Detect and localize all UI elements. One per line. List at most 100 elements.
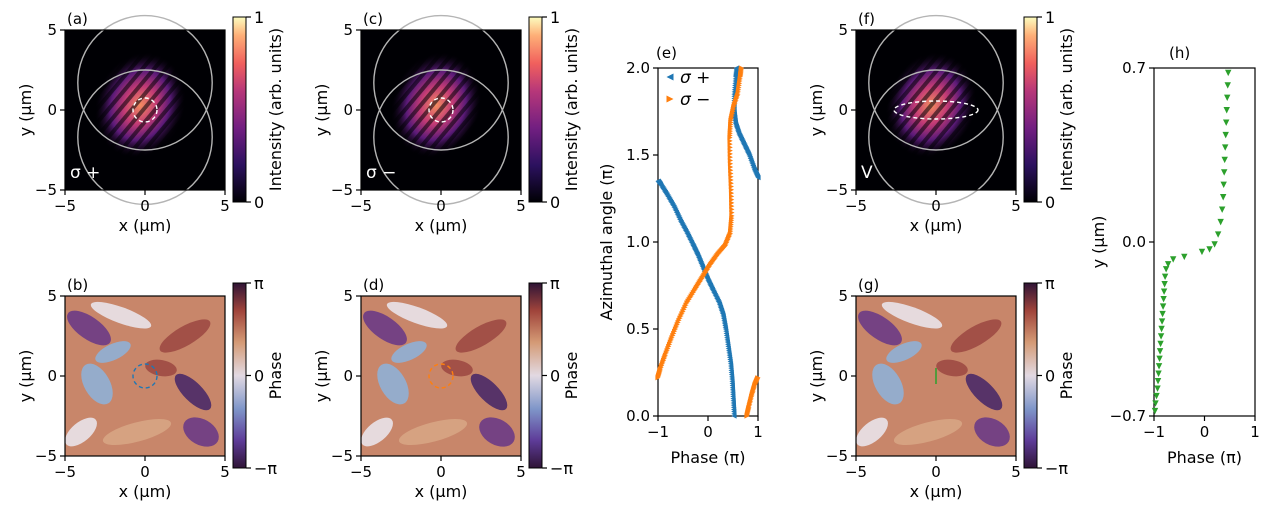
y-tick-label: 0.0 (1122, 233, 1146, 251)
data-point (1160, 295, 1167, 303)
intensity-colorbar (232, 16, 247, 203)
phase-feature (159, 319, 211, 353)
y-axis-label: y (μm) (807, 84, 826, 137)
data-point (728, 187, 735, 193)
colorbar-d: π 0 −π Phase (528, 274, 581, 478)
x-tick-label: 0 (140, 197, 150, 215)
x-axis-label: x (μm) (910, 216, 963, 235)
ring-lower (77, 69, 213, 206)
data-point (727, 161, 734, 167)
data-point (729, 203, 735, 209)
data-point (1152, 400, 1159, 407)
data-point (1155, 363, 1163, 370)
panel-f: −5 5 0 0 5 −5 x (μm) y (μm) (f) V (807, 10, 1021, 235)
data-point (738, 65, 745, 71)
colorbar-tick-label: 0 (254, 367, 264, 386)
data-point (728, 164, 734, 170)
data-point (1160, 288, 1168, 295)
data-point (1154, 378, 1162, 385)
data-point (1157, 340, 1164, 348)
panel-label: (f) (858, 10, 875, 28)
data-point (1154, 385, 1161, 392)
colorbar-tick-label: 0 (1045, 193, 1055, 212)
ring-lower (868, 69, 1004, 206)
x-axis-label: x (μm) (415, 482, 468, 501)
phase-feature (174, 373, 212, 411)
intensity-colorbar (528, 16, 543, 203)
panel-g: −5 5 0 0 5 −5 x (μm) y (μm) (g) (807, 276, 1021, 501)
data-point (755, 375, 761, 381)
x-tick-label: 1 (753, 423, 763, 441)
y-tick-label: −5 (35, 447, 57, 465)
data-point (1206, 246, 1213, 253)
phase-feature (455, 319, 507, 353)
y-axis-label: y (μm) (16, 84, 35, 137)
y-tick-label: 5 (343, 287, 353, 305)
data-point (727, 157, 734, 164)
y-tick-label: 0 (343, 101, 353, 119)
phase-colorbar (528, 282, 543, 469)
data-point (727, 144, 733, 150)
data-point (728, 190, 735, 196)
panel-label: (d) (363, 276, 384, 294)
colorbar-tick-label: 1 (254, 8, 264, 27)
x-tick-label: −5 (845, 463, 867, 481)
panel-label: (e) (656, 44, 677, 62)
phase-feature (102, 419, 172, 445)
data-point (729, 193, 735, 199)
data-point (655, 178, 661, 184)
data-point (1164, 261, 1172, 268)
y-axis-label: y (μm) (312, 350, 331, 403)
phase-feature (470, 373, 508, 411)
sampling-ellipse (893, 100, 979, 120)
phase-feature (361, 417, 393, 447)
colorbar-tick-label: −π (1045, 459, 1068, 478)
data-point (729, 213, 735, 219)
data-point (1181, 253, 1188, 261)
colorbar-label: Phase (1057, 352, 1076, 400)
colorbar-tick-label: 1 (1045, 8, 1055, 27)
y-tick-label: 1.5 (626, 146, 650, 164)
ring-upper (373, 14, 509, 151)
ring-lower (373, 69, 509, 206)
colorbar-tick-label: −π (254, 459, 277, 478)
phase-feature (950, 319, 1002, 353)
y-tick-label: −5 (826, 447, 848, 465)
legend-marker (666, 95, 674, 103)
x-tick-label: −5 (54, 463, 76, 481)
x-tick-label: 5 (1011, 463, 1021, 481)
panel-a: −5 5 0 0 5 −5 x (μm) y (μm) (a) σ + (16, 10, 230, 235)
phase-feature (441, 359, 473, 377)
y-tick-label: 0 (47, 101, 57, 119)
data-point (729, 196, 735, 203)
panel-d: −5 5 0 0 5 −5 x (μm) y (μm) (d) (312, 276, 526, 501)
x-tick-label: −5 (350, 463, 372, 481)
colorbar-label: Intensity (arb. units) (1057, 28, 1076, 191)
phase-feature (65, 417, 97, 447)
phase-feature (893, 419, 963, 445)
phase-feature (81, 363, 113, 405)
phase-feature (145, 359, 177, 377)
data-point (1214, 231, 1222, 238)
x-tick-label: 5 (1011, 197, 1021, 215)
data-point (1159, 303, 1167, 310)
x-tick-label: −5 (845, 197, 867, 215)
phase-feature (90, 301, 152, 329)
data-point (727, 138, 733, 144)
x-tick-label: 5 (220, 463, 230, 481)
phase-feature (872, 363, 904, 405)
phase-feature (936, 359, 968, 377)
x-tick-label: 0 (703, 423, 713, 441)
polarization-label: σ + (70, 163, 100, 183)
x-tick-label: 0 (436, 197, 446, 215)
y-axis-label: y (μm) (807, 350, 826, 403)
x-tick-label: −5 (350, 197, 372, 215)
data-point (1156, 355, 1163, 363)
panel-h: −1 0 1 0.7 0.0 −0.7 Phase (π) y (μm) (h) (1089, 44, 1260, 467)
phase-feature (183, 417, 219, 447)
data-point (1222, 144, 1229, 151)
data-point (729, 206, 735, 212)
data-point (1220, 169, 1228, 176)
